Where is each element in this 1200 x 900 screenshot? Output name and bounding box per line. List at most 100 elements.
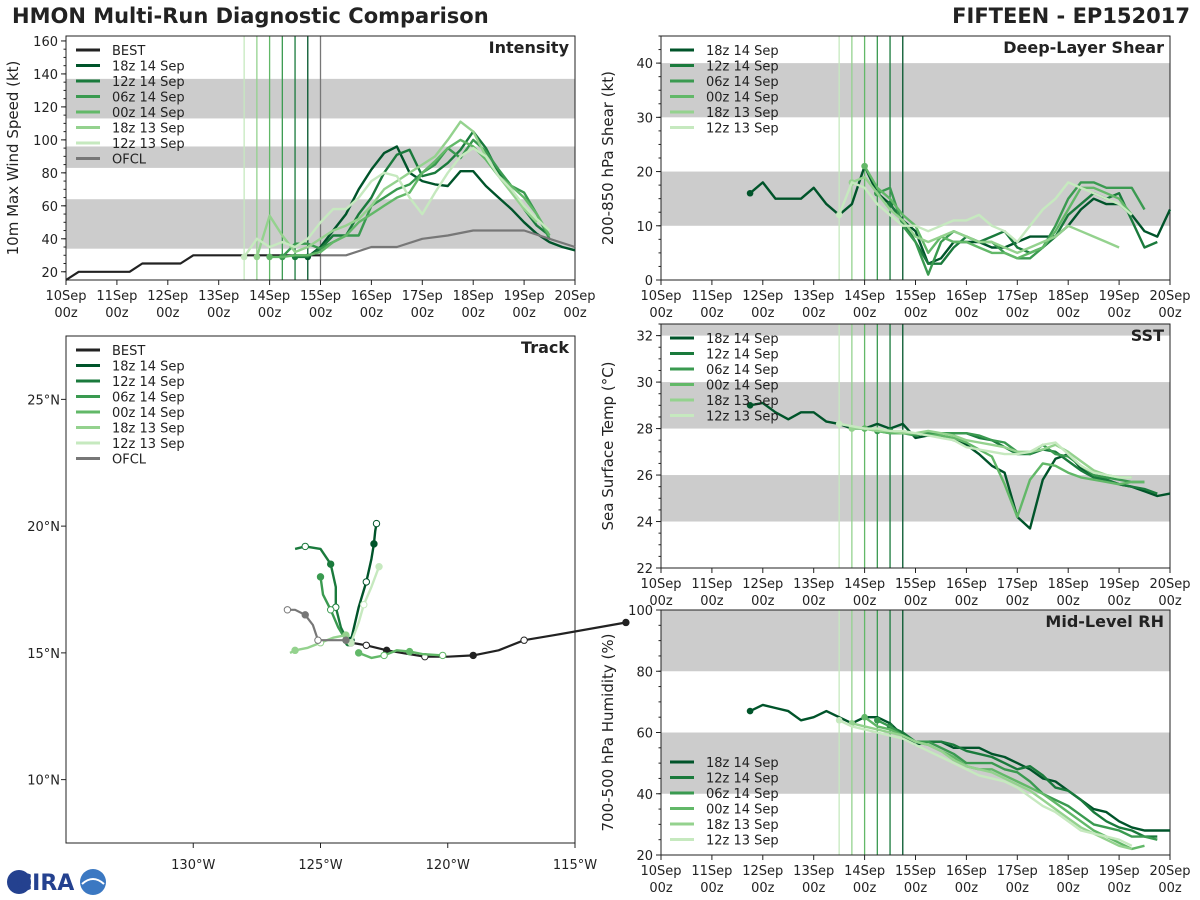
intensity-xtick-label: 18Sep xyxy=(453,289,494,304)
intensity-xtick-label: 16Sep xyxy=(351,289,392,304)
intensity-legend-label: 06z 14 Sep xyxy=(112,91,185,106)
sst-xtick-label: 00z xyxy=(802,594,826,609)
sst-ytick-label: 28 xyxy=(636,423,653,438)
shear-xtick-label: 00z xyxy=(1107,306,1131,321)
track-point-06z-14-sep xyxy=(316,573,325,581)
shear-legend-label: 18z 13 Sep xyxy=(706,106,779,121)
track-series-00z-14-sep xyxy=(358,649,443,660)
intensity-legend-label: 18z 13 Sep xyxy=(112,122,185,137)
sst-ylabel: Sea Surface Temp (°C) xyxy=(599,361,617,530)
intensity-ytick-label: 80 xyxy=(41,167,58,182)
sst-xtick-label: 11Sep xyxy=(691,577,732,592)
shear-xtick-label: 00z xyxy=(955,306,979,321)
rh-xtick-label: 00z xyxy=(1057,881,1081,896)
sst-ytick-label: 26 xyxy=(636,469,653,484)
track-point-best xyxy=(622,618,630,627)
sst-xtick-label: 00z xyxy=(853,594,877,609)
rh-ytick-label: 40 xyxy=(636,788,653,803)
sst-xtick-label: 00z xyxy=(649,594,673,609)
intensity-series-ofcl xyxy=(320,229,576,257)
track-legend-label: 12z 14 Sep xyxy=(112,375,185,390)
logo-globe-icon xyxy=(7,870,31,894)
track-chart: 10°N 15°N 20°N 25°N 130°W 125°W 120°W 115°W Trac… xyxy=(27,335,630,873)
track-legend-label: 06z 14 Sep xyxy=(112,391,185,406)
rh-ytick-label: 60 xyxy=(636,727,653,742)
rh-legend-label: 12z 14 Sep xyxy=(706,772,779,787)
track-point-12z-14-sep xyxy=(301,542,309,551)
intensity-series-18z-14-sep xyxy=(307,145,576,258)
shear-chart: 0 10 20 30 40 10Sep 00z 11Sep 00z 12Sep 00z 13Sep 00… xyxy=(599,35,1191,321)
track-point-18z-13-sep xyxy=(291,646,299,655)
figure-title: HMON Multi-Run Diagnostic Comparison xyxy=(12,4,489,28)
track-point-best xyxy=(469,651,477,660)
rh-xtick-label: 18Sep xyxy=(1048,864,1089,879)
rh-xtick-label: 00z xyxy=(700,881,724,896)
track-legend-label: OFCL xyxy=(112,453,147,468)
track-series-ofcl xyxy=(287,608,346,642)
track-point-00z-14-sep xyxy=(405,647,414,656)
rh-xtick-label: 00z xyxy=(1107,881,1131,896)
rh-xtick-label: 00z xyxy=(1006,881,1030,896)
track-point-12z-13-sep xyxy=(360,601,368,609)
sst-ytick-label: 30 xyxy=(636,376,653,391)
track-legend-label: 18z 14 Sep xyxy=(112,360,185,375)
sst-xtick-label: 00z xyxy=(1057,594,1081,609)
sst-legend-label: 18z 13 Sep xyxy=(706,394,779,409)
shear-series-12z-13-sep xyxy=(837,181,1133,244)
track-point-06z-14-sep xyxy=(326,606,335,614)
intensity-xtick-label: 00z xyxy=(563,306,587,321)
sst-xtick-label: 00z xyxy=(1006,594,1030,609)
rh-xtick-label: 00z xyxy=(649,881,673,896)
intensity-xtick-label: 00z xyxy=(411,306,435,321)
track-xtick-label: 130°W xyxy=(171,858,215,873)
intensity-chart: 20 40 60 80 100 120 140 160 10Sep 00z 11Sep 00z 12Se… xyxy=(4,35,596,321)
track-point-18z-14-sep xyxy=(372,519,381,528)
track-legend-label: 00z 14 Sep xyxy=(112,406,185,421)
intensity-xtick-label: 00z xyxy=(258,306,282,321)
rh-xtick-label: 20Sep xyxy=(1149,864,1190,879)
shear-xtick-label: 00z xyxy=(1057,306,1081,321)
intensity-init-point xyxy=(266,253,273,261)
intensity-legend-label: 18z 14 Sep xyxy=(112,60,185,75)
track-point-00z-14-sep xyxy=(354,649,363,657)
rh-xtick-label: 00z xyxy=(751,881,775,896)
track-point-ofcl xyxy=(301,611,309,619)
rh-ytick-label: 80 xyxy=(636,665,653,680)
track-point-best xyxy=(362,641,371,649)
rh-xtick-label: 14Sep xyxy=(844,864,885,879)
rh-xtick-label: 16Sep xyxy=(946,864,987,879)
storm-id-title: FIFTEEN - EP152017 xyxy=(952,4,1190,28)
sst-xtick-label: 16Sep xyxy=(946,577,987,592)
sst-chart: 22 24 26 28 30 32 10Sep 00z 11Sep 00z 12Sep 00z 13Se… xyxy=(599,323,1191,609)
intensity-xtick-label: 14Sep xyxy=(249,289,290,304)
sst-xtick-label: 18Sep xyxy=(1048,577,1089,592)
rh-series-18z-13-sep xyxy=(851,722,1133,851)
intensity-xtick-label: 11Sep xyxy=(96,289,137,304)
sst-ytick-label: 32 xyxy=(636,330,653,345)
rh-xtick-label: 11Sep xyxy=(691,864,732,879)
track-point-ofcl xyxy=(342,636,350,644)
track-point-18z-14-sep xyxy=(362,578,371,586)
rh-ylabel: 700-500 hPa Humidity (%) xyxy=(599,633,617,831)
rh-ytick-label: 20 xyxy=(636,849,653,864)
shear-ytick-label: 0 xyxy=(645,274,653,289)
sst-xtick-label: 00z xyxy=(904,594,928,609)
intensity-legend-label: 00z 14 Sep xyxy=(112,106,185,121)
track-series-18z-14-sep xyxy=(349,523,378,641)
sst-xtick-label: 14Sep xyxy=(844,577,885,592)
rh-xtick-label: 19Sep xyxy=(1099,864,1140,879)
intensity-legend-label: 12z 14 Sep xyxy=(112,75,185,90)
rh-legend-label: 18z 13 Sep xyxy=(706,818,779,833)
shear-shade-band xyxy=(661,63,1170,118)
shear-xtick-label: 00z xyxy=(1158,306,1182,321)
rh-init-point xyxy=(861,713,868,721)
track-point-00z-14-sep xyxy=(380,651,388,660)
shear-xtick-label: 16Sep xyxy=(946,289,987,304)
sst-series-18z-13-sep xyxy=(851,427,1132,479)
rh-xtick-label: 17Sep xyxy=(997,864,1038,879)
intensity-xtick-label: 00z xyxy=(462,306,486,321)
track-point-18z-14-sep xyxy=(370,540,378,548)
sst-xtick-label: 12Sep xyxy=(742,577,783,592)
intensity-xtick-label: 00z xyxy=(512,306,536,321)
